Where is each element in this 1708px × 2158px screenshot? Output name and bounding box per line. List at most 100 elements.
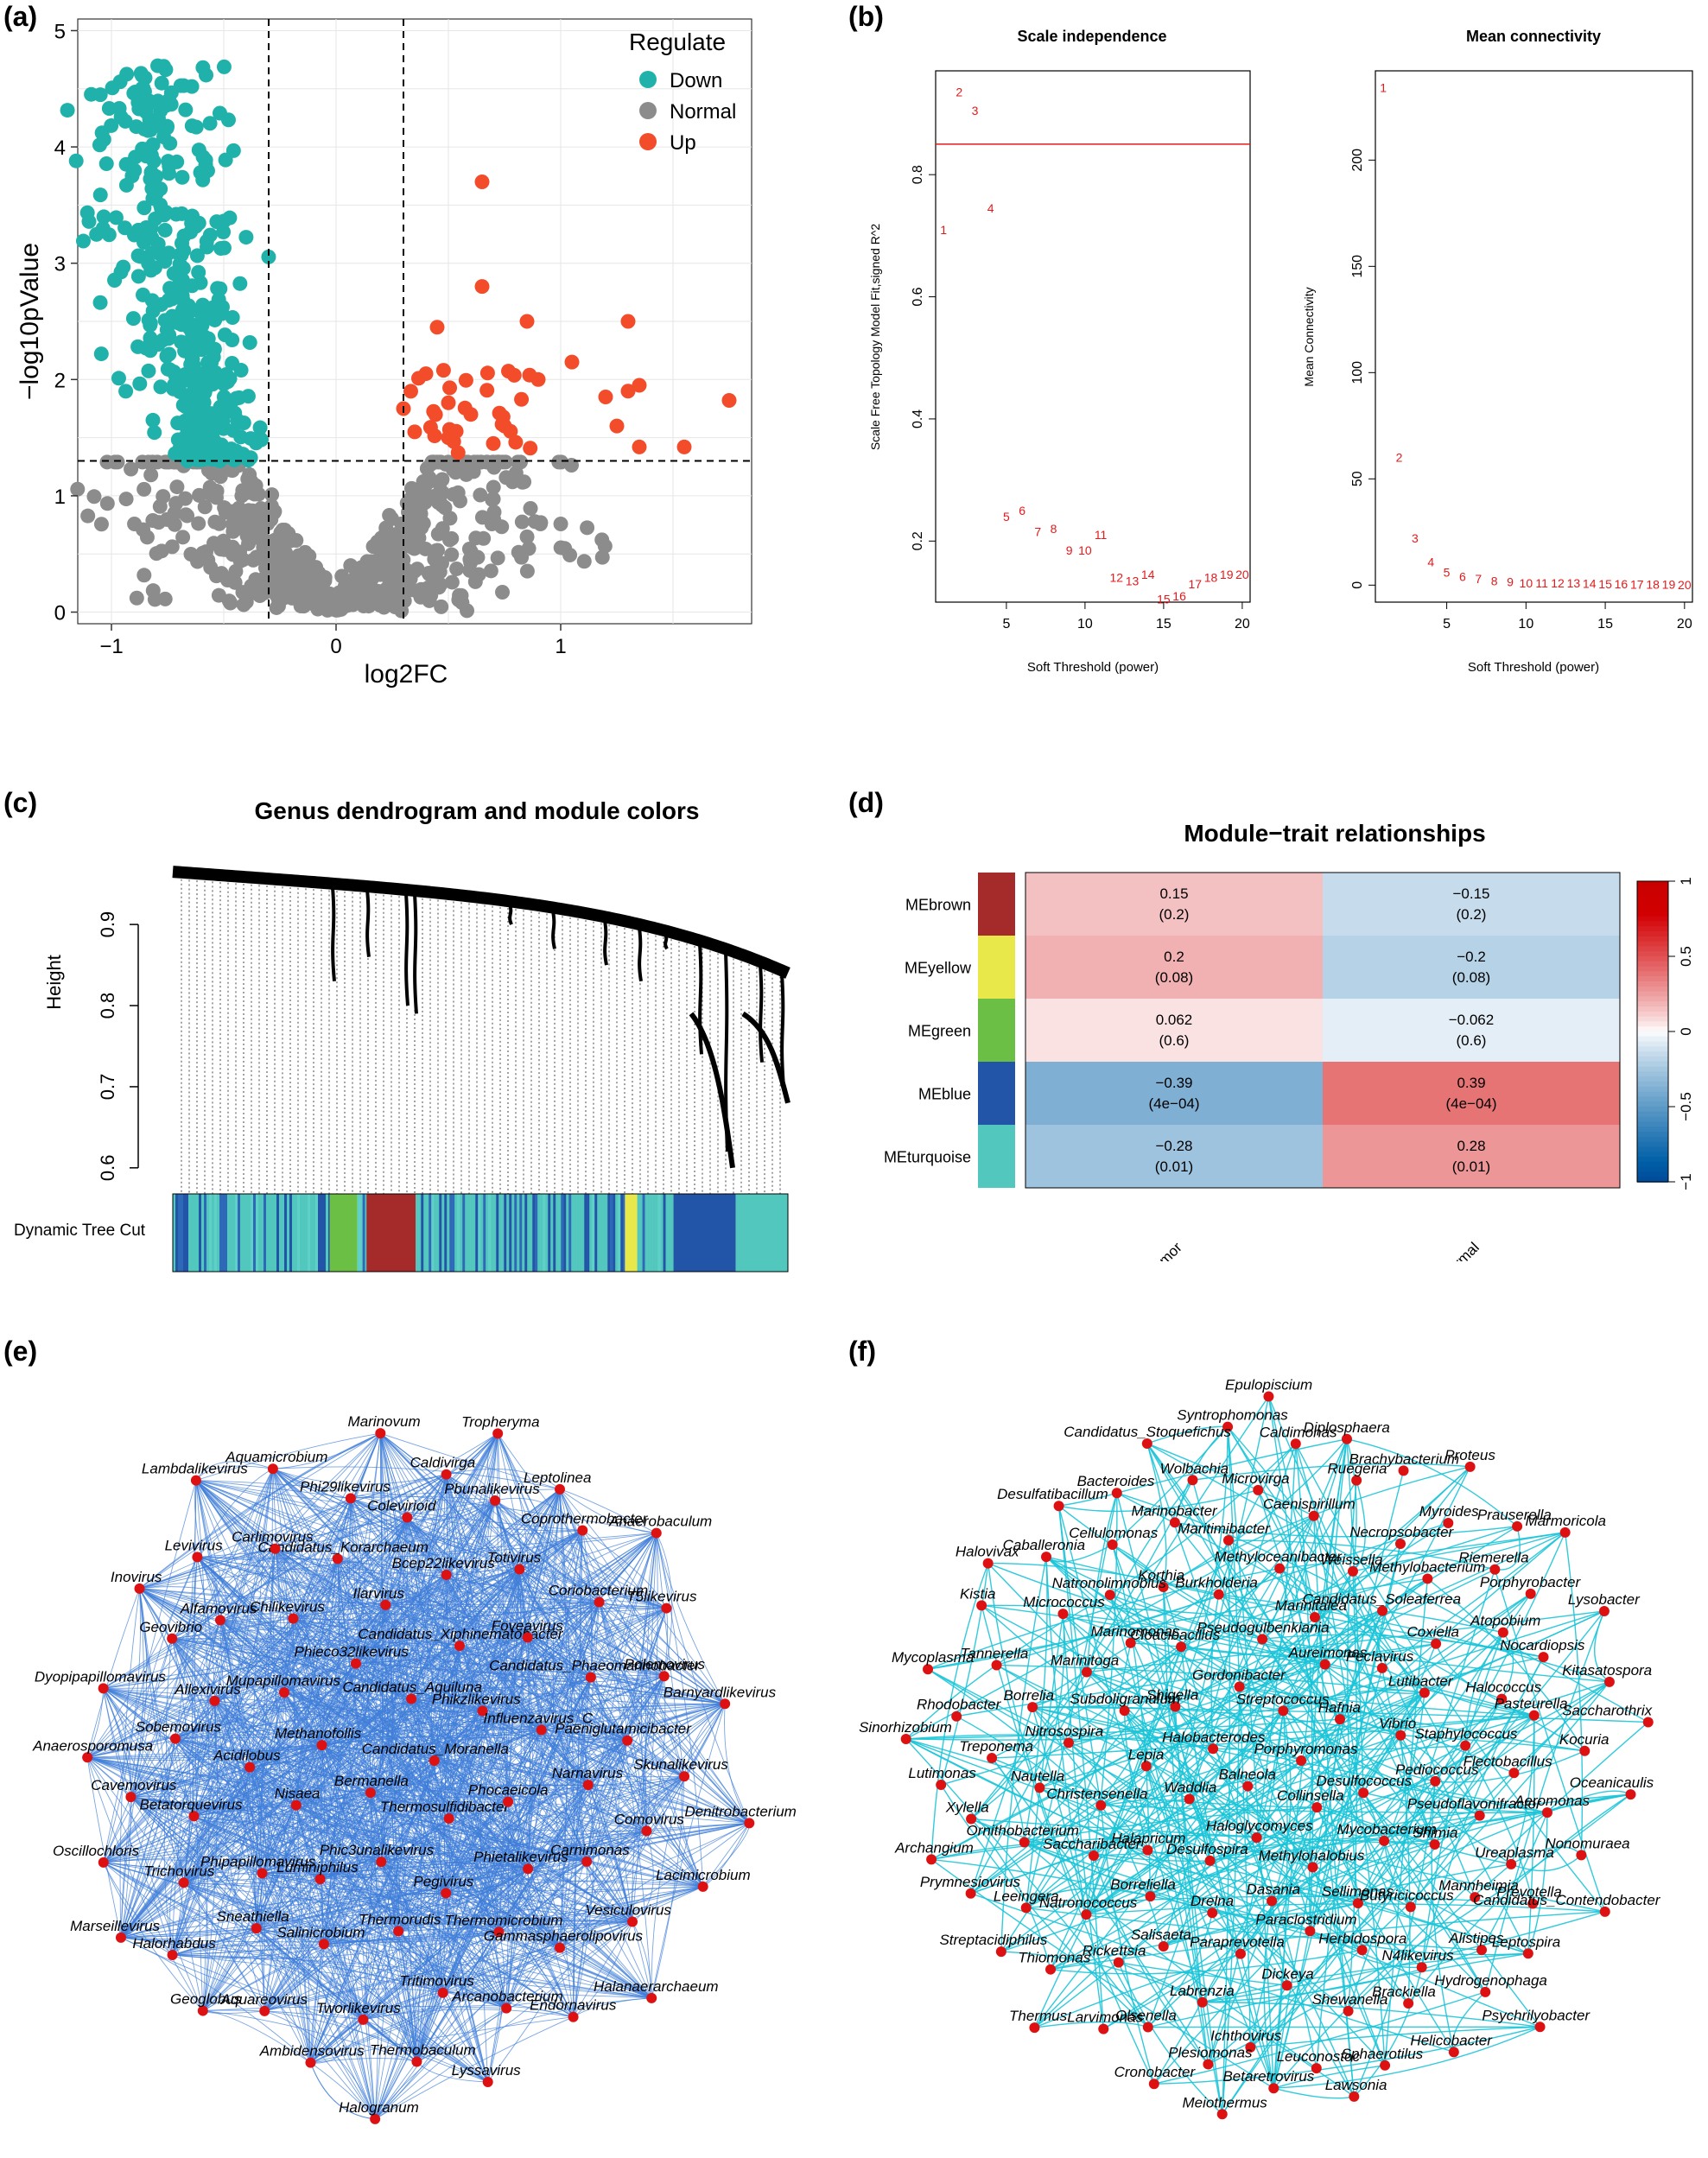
colorbar-step: [1637, 976, 1668, 982]
network-edge: [1464, 1632, 1504, 1746]
network-node-label: Paeniglutamicibacter: [555, 1721, 692, 1737]
network-edge: [527, 1637, 685, 1777]
colorbar-step: [1637, 951, 1668, 957]
network-edge: [1282, 1710, 1359, 1904]
up-point: [632, 439, 647, 454]
network-node: [1142, 1844, 1153, 1856]
network-node-label: Kistia: [960, 1585, 996, 1602]
network-node-label: Halanaerarchaeum: [594, 1978, 719, 1995]
network-edge: [970, 1396, 1270, 1895]
network-node: [1235, 1948, 1246, 1959]
network-edge: [1024, 1841, 1311, 1932]
module-stripe: [436, 1194, 440, 1272]
normal-point: [494, 519, 510, 535]
network-edge: [172, 1954, 488, 2083]
network-edge: [295, 1805, 364, 2021]
normal-point: [252, 588, 268, 604]
network-node: [1207, 1907, 1218, 1919]
network-edge: [295, 1740, 628, 1806]
colorbar-step: [1637, 1026, 1668, 1032]
module-stripe: [173, 1194, 176, 1272]
network-edge: [590, 1533, 657, 1678]
network-node: [1527, 1898, 1539, 1909]
network-node-label: Marmoricola: [1525, 1513, 1606, 1529]
down-point: [174, 317, 189, 333]
network-edge: [103, 1677, 591, 1689]
network-edge: [1086, 1610, 1604, 1673]
down-point: [174, 334, 189, 350]
network-edge: [397, 1760, 435, 1932]
network-edge: [103, 1569, 520, 1689]
normal-point: [251, 520, 266, 536]
power-point-label: 14: [1583, 576, 1597, 590]
network-node: [577, 1525, 588, 1536]
network-edge: [292, 1618, 311, 2063]
network-edge: [1228, 1539, 1495, 1571]
network-node-label: Arcanobacterium: [451, 1989, 563, 2005]
network-node: [1579, 1745, 1591, 1756]
heatmap-cell: [1025, 999, 1323, 1062]
network-node-label: Pasteurella: [1495, 1696, 1568, 1712]
network-edge: [1045, 1556, 1476, 1898]
network-node-label: Salinicrobium: [276, 1924, 365, 1940]
network-node: [966, 1813, 977, 1825]
network-edge: [1362, 1792, 1541, 2028]
down-point: [138, 340, 154, 356]
module-stripe: [574, 1194, 577, 1272]
network-edge: [416, 1921, 633, 2062]
network-node-label: Flectobacillus: [1464, 1753, 1552, 1769]
network-edge: [446, 1474, 750, 1824]
network-edge: [587, 1608, 667, 1786]
network-edge: [86, 1757, 204, 2011]
network-edge: [1347, 1480, 1363, 1951]
network-node: [1319, 1659, 1330, 1670]
down-point: [175, 169, 190, 185]
network-node: [1296, 1755, 1307, 1766]
network-node: [441, 1469, 452, 1480]
network-edge: [172, 1861, 587, 1956]
module-stripe: [279, 1194, 283, 1272]
network-node-label: Nocardiopsis: [1500, 1637, 1585, 1653]
network-edge: [1295, 1444, 1436, 1845]
up-point: [479, 383, 495, 398]
network-edge: [494, 1500, 667, 1609]
normal-point: [444, 530, 460, 546]
network-node: [1208, 1743, 1219, 1755]
network-edge: [103, 1474, 447, 1689]
network-edge: [1400, 1735, 1411, 2003]
network-edge: [656, 1533, 750, 1824]
module-stripe: [421, 1194, 424, 1272]
network-node-label: Caldimonas: [1260, 1424, 1337, 1440]
down-point: [202, 116, 218, 131]
network-edge: [559, 1488, 647, 1831]
network-edge: [1102, 1698, 1502, 2030]
down-point: [175, 291, 191, 307]
normal-point: [135, 454, 150, 470]
heatmap-frame: [1025, 872, 1621, 1189]
module-stripe: [650, 1194, 653, 1272]
network-node: [1377, 1605, 1388, 1616]
network-edge: [370, 1675, 664, 1793]
network-edge: [497, 1433, 587, 1863]
network-node-label: Caldivirga: [410, 1455, 476, 1471]
network-edge: [350, 1496, 496, 1501]
module-stripe: [540, 1194, 543, 1272]
network-edge: [1282, 1577, 1428, 1711]
network-edge: [310, 1604, 386, 2063]
dendrogram-top-branch: [170, 866, 791, 979]
network-edge: [397, 1574, 448, 1932]
network-node-label: Phipapillomavirus: [200, 1853, 316, 1869]
network-node-label: Marinitoga: [1051, 1653, 1119, 1669]
down-point: [132, 376, 148, 391]
network-node-label: Desulfococcus: [1317, 1773, 1413, 1789]
network-node: [1443, 1518, 1454, 1529]
network-edge: [1218, 1594, 1412, 1907]
module-stripe: [284, 1194, 288, 1272]
network-node-label: Phikzlikevirus: [432, 1691, 521, 1707]
network-node-label: Prevotella: [1496, 1883, 1562, 1900]
normal-point: [444, 574, 460, 590]
network-node: [454, 1641, 465, 1652]
down-point: [92, 187, 108, 203]
network-edge: [214, 1700, 297, 1806]
network-edge: [1100, 1805, 1155, 2085]
